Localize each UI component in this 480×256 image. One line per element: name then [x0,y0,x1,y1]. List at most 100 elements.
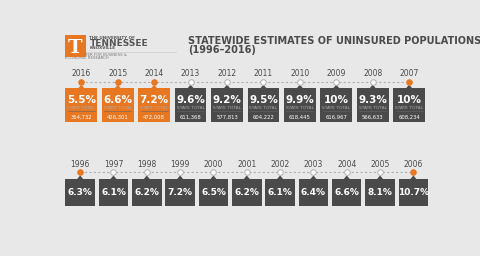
Text: 2007: 2007 [399,69,419,78]
Text: STATE TOTAL: STATE TOTAL [104,106,132,110]
Text: 608,234: 608,234 [398,114,420,120]
Text: 10.7%: 10.7% [398,188,429,197]
Text: 616,967: 616,967 [325,114,347,120]
Polygon shape [310,175,317,180]
Text: 2009: 2009 [326,69,346,78]
Text: 2000: 2000 [204,160,223,169]
Text: BOYD CENTER FOR BUSINESS &: BOYD CENTER FOR BUSINESS & [65,52,127,57]
Text: 2015: 2015 [108,69,127,78]
Polygon shape [260,85,267,89]
FancyBboxPatch shape [65,35,86,57]
Text: 2006: 2006 [404,160,423,169]
Text: STATE TOTAL: STATE TOTAL [395,106,423,110]
Text: 2003: 2003 [304,160,323,169]
Text: 9.5%: 9.5% [249,95,278,105]
Polygon shape [405,85,413,89]
Text: KNOXVILLE: KNOXVILLE [89,46,116,50]
Text: 2001: 2001 [237,160,256,169]
FancyBboxPatch shape [132,179,162,206]
FancyBboxPatch shape [284,89,316,122]
Text: 9.6%: 9.6% [176,95,205,105]
Text: 6.2%: 6.2% [234,188,259,197]
Polygon shape [243,175,251,180]
Text: STATE TOTAL: STATE TOTAL [177,106,204,110]
Polygon shape [176,175,184,180]
Text: 7.2%: 7.2% [140,95,169,105]
Polygon shape [210,175,217,180]
Text: (1996–2016): (1996–2016) [188,45,256,55]
Text: 6.4%: 6.4% [301,188,326,197]
FancyBboxPatch shape [393,89,425,122]
Text: 2004: 2004 [337,160,357,169]
Text: 6.5%: 6.5% [201,188,226,197]
FancyBboxPatch shape [99,179,128,206]
Text: ECONOMIC RESEARCH: ECONOMIC RESEARCH [65,56,109,60]
Text: 6.6%: 6.6% [103,95,132,105]
Text: 6.1%: 6.1% [101,188,126,197]
Text: STATE TOTAL: STATE TOTAL [322,106,350,110]
FancyBboxPatch shape [199,179,228,206]
Text: 6.1%: 6.1% [268,188,292,197]
Text: 2016: 2016 [72,69,91,78]
Text: 364,732: 364,732 [71,114,92,120]
Text: 2012: 2012 [217,69,237,78]
Text: 9.3%: 9.3% [358,95,387,105]
Text: STATE TOTAL: STATE TOTAL [140,106,168,110]
FancyBboxPatch shape [332,179,361,206]
Text: 577,813: 577,813 [216,114,238,120]
Text: 2002: 2002 [270,160,290,169]
Polygon shape [77,85,85,89]
Text: 1999: 1999 [170,160,190,169]
FancyBboxPatch shape [211,89,243,122]
FancyBboxPatch shape [299,179,328,206]
Text: 8.1%: 8.1% [368,188,393,197]
Text: 611,368: 611,368 [180,114,202,120]
Text: 426,301: 426,301 [107,114,129,120]
Text: 566,633: 566,633 [362,114,384,120]
Text: STATE TOTAL: STATE TOTAL [286,106,314,110]
FancyBboxPatch shape [265,179,295,206]
Text: 618,445: 618,445 [289,114,311,120]
Text: STATE TOTAL: STATE TOTAL [213,106,241,110]
Polygon shape [143,175,151,180]
Polygon shape [187,85,194,89]
Polygon shape [276,175,284,180]
Polygon shape [223,85,231,89]
Polygon shape [333,85,340,89]
FancyBboxPatch shape [166,179,195,206]
Text: 2013: 2013 [181,69,200,78]
FancyBboxPatch shape [65,179,95,206]
Polygon shape [114,85,121,89]
Text: 2011: 2011 [254,69,273,78]
FancyBboxPatch shape [102,89,133,122]
FancyBboxPatch shape [357,89,389,122]
Text: 1998: 1998 [137,160,156,169]
Text: 6.2%: 6.2% [134,188,159,197]
FancyBboxPatch shape [65,89,97,122]
Polygon shape [76,175,84,180]
Polygon shape [409,175,417,180]
FancyBboxPatch shape [365,179,395,206]
Polygon shape [369,85,377,89]
Text: THE UNIVERSITY OF: THE UNIVERSITY OF [89,36,135,40]
Text: 472,008: 472,008 [143,114,165,120]
Text: 5.5%: 5.5% [67,95,96,105]
Text: 10%: 10% [324,95,349,105]
Text: 10%: 10% [396,95,421,105]
Text: STATE TOTAL: STATE TOTAL [359,106,387,110]
Text: T: T [68,39,83,57]
Text: 6.6%: 6.6% [334,188,359,197]
Text: 9.9%: 9.9% [286,95,314,105]
Text: 1996: 1996 [71,160,90,169]
Text: STATEWIDE ESTIMATES OF UNINSURED POPULATIONS: STATEWIDE ESTIMATES OF UNINSURED POPULAT… [188,37,480,47]
FancyBboxPatch shape [399,179,428,206]
Text: 6.3%: 6.3% [68,188,93,197]
Text: 9.2%: 9.2% [213,95,241,105]
FancyBboxPatch shape [321,89,352,122]
Text: STATE TOTAL: STATE TOTAL [67,106,96,110]
Polygon shape [109,175,117,180]
Text: TENNESSEE: TENNESSEE [89,39,148,48]
FancyBboxPatch shape [138,89,170,122]
FancyBboxPatch shape [232,179,262,206]
Text: 1997: 1997 [104,160,123,169]
